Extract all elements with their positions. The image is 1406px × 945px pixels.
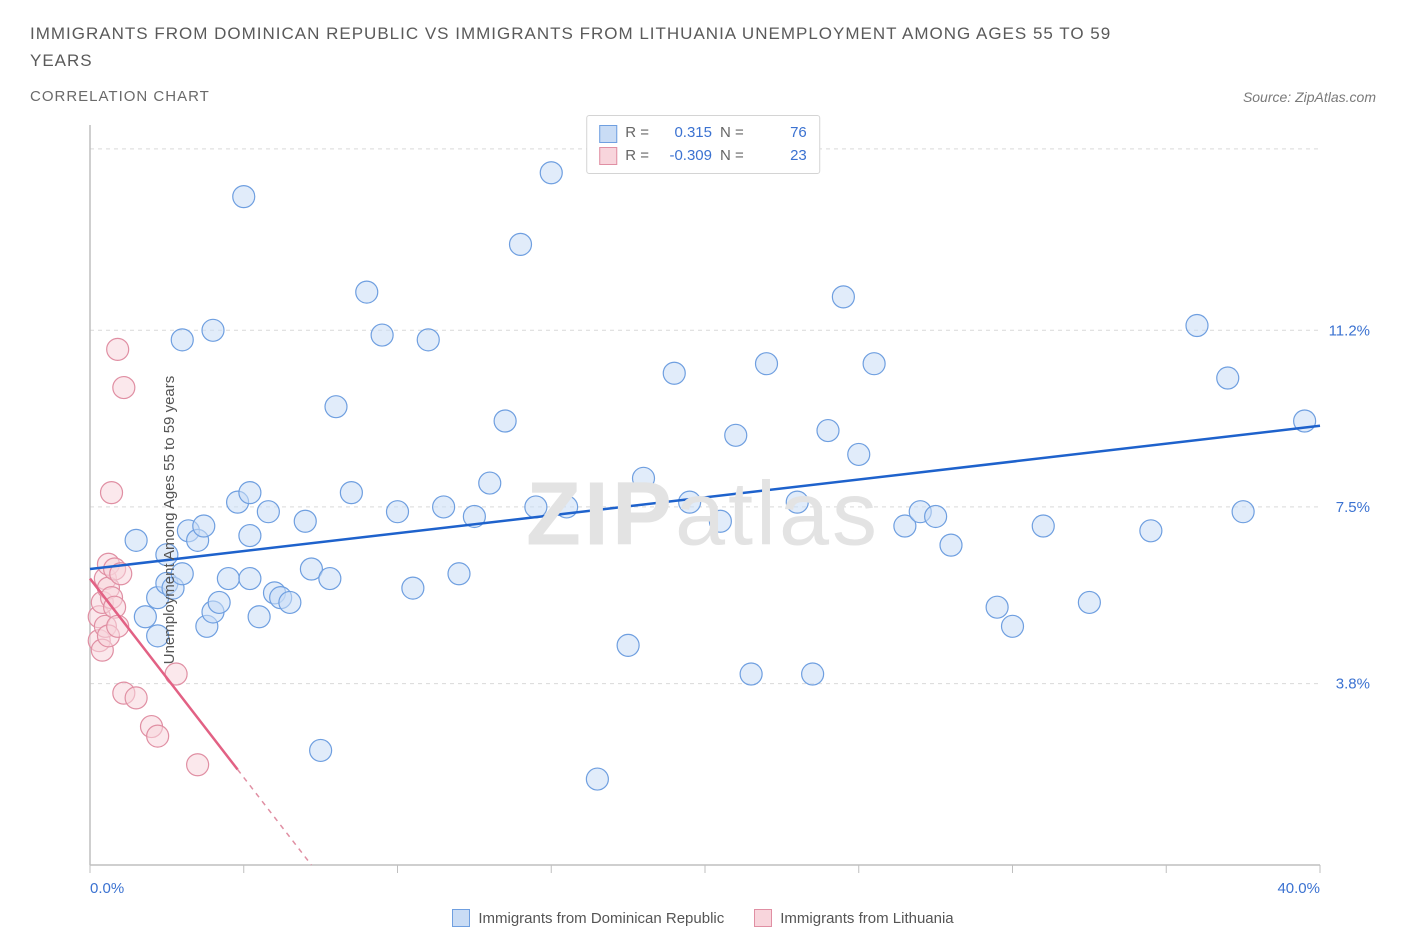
svg-text:3.8%: 3.8%	[1336, 676, 1370, 693]
legend-item-s1: Immigrants from Dominican Republic	[452, 909, 724, 927]
chart-title: IMMIGRANTS FROM DOMINICAN REPUBLIC VS IM…	[30, 20, 1130, 74]
r-value-s1: 0.315	[657, 122, 712, 145]
source-attribution: Source: ZipAtlas.com	[1243, 89, 1376, 105]
n-label: N =	[720, 145, 744, 168]
r-label: R =	[625, 122, 649, 145]
swatch-s2	[599, 147, 617, 165]
r-label: R =	[625, 145, 649, 168]
chart-header: IMMIGRANTS FROM DOMINICAN REPUBLIC VS IM…	[30, 20, 1376, 105]
title-block: IMMIGRANTS FROM DOMINICAN REPUBLIC VS IM…	[30, 20, 1130, 105]
scatter-chart: 3.8% 7.5% 11.2% 0.0% 40.0%	[30, 115, 1376, 925]
swatch-s1	[599, 125, 617, 143]
series-legend: Immigrants from Dominican Republic Immig…	[30, 909, 1376, 927]
legend-item-s2: Immigrants from Lithuania	[754, 909, 953, 927]
swatch-s1-icon	[452, 909, 470, 927]
correlation-legend: R = 0.315 N = 76 R = -0.309 N = 23	[586, 115, 820, 174]
y-axis-label: Unemployment Among Ages 55 to 59 years	[161, 376, 178, 665]
legend-row-s1: R = 0.315 N = 76	[599, 122, 807, 145]
svg-text:7.5%: 7.5%	[1336, 499, 1370, 516]
chart-container: ZIPatlas Unemployment Among Ages 55 to 5…	[30, 115, 1376, 925]
n-value-s2: 23	[752, 145, 807, 168]
legend-row-s2: R = -0.309 N = 23	[599, 145, 807, 168]
r-value-s2: -0.309	[657, 145, 712, 168]
svg-text:0.0%: 0.0%	[90, 880, 124, 897]
chart-subtitle: CORRELATION CHART	[30, 88, 1130, 105]
svg-text:40.0%: 40.0%	[1277, 880, 1320, 897]
swatch-s2-icon	[754, 909, 772, 927]
svg-text:11.2%: 11.2%	[1329, 323, 1370, 340]
legend-label-s2: Immigrants from Lithuania	[780, 910, 953, 927]
n-value-s1: 76	[752, 122, 807, 145]
legend-label-s1: Immigrants from Dominican Republic	[478, 910, 724, 927]
n-label: N =	[720, 122, 744, 145]
